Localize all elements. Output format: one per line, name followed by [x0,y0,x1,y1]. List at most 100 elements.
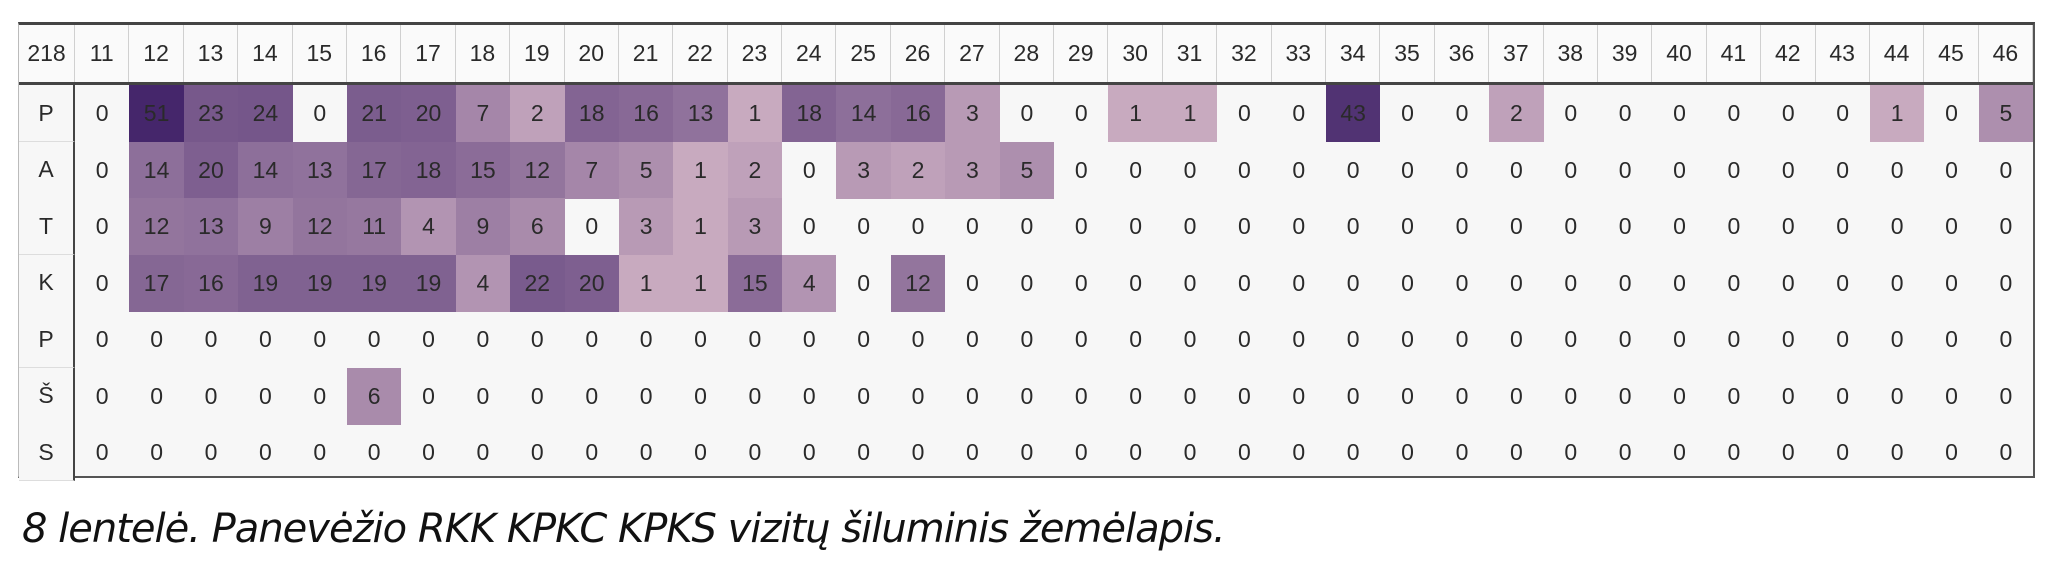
column-header: 13 [183,25,239,82]
heatmap-cell: 0 [1238,213,1251,239]
heatmap-cell: 0 [530,382,544,409]
heatmap-cell: 0 [1074,326,1088,352]
column-header: 33 [1271,25,1326,82]
heatmap-cell: 0 [1618,156,1632,183]
heatmap-cell: 3 [727,198,783,255]
heatmap-cell: 0 [585,213,599,239]
heatmap-cell: 0 [1618,213,1632,239]
heatmap-cell: 0 [1945,100,1958,126]
heatmap-cell: 11 [346,198,402,255]
heatmap-cell: 18 [401,141,456,199]
heatmap-cell: 0 [1020,439,1034,465]
heatmap-cell: 0 [1455,213,1469,239]
column-header: 35 [1380,25,1435,82]
heatmap-cell: 0 [1129,382,1143,409]
column-header: 41 [1706,25,1762,82]
heatmap-cell: 0 [1890,269,1904,296]
heatmap-cell: 0 [1292,269,1306,296]
heatmap-cell: 0 [1455,439,1469,465]
column-header: 20 [564,25,619,82]
heatmap-cell: 13 [292,141,347,199]
heatmap-cell: 0 [1509,269,1523,296]
heatmap-cell: 0 [1727,269,1741,296]
column-header: 24 [782,25,837,82]
heatmap-cell: 0 [150,439,163,465]
heatmap-cell: 2 [890,141,946,199]
heatmap-cell: 0 [1836,382,1850,409]
heatmap-cell: 0 [95,100,109,126]
heatmap-cell: 0 [1020,100,1034,126]
column-header: 12 [129,25,184,82]
heatmap-cell: 0 [911,439,925,465]
column-header: 26 [890,25,946,82]
heatmap-cell: 0 [966,439,979,465]
row-label: K [19,254,75,312]
heatmap-cell: 0 [585,382,599,409]
heatmap-cell: 0 [1564,269,1578,296]
heatmap-cell: 5 [999,141,1055,199]
heatmap-cell: 43 [1325,85,1381,142]
heatmap-cell: 0 [1945,269,1958,296]
heatmap-cell: 0 [1727,326,1741,352]
heatmap-cell: 0 [748,382,762,409]
heatmap-cell: 13 [183,198,239,255]
heatmap-cell: 0 [1618,439,1632,465]
heatmap-cell: 0 [1945,213,1958,239]
heatmap-cell: 12 [510,141,565,199]
heatmap-cell: 51 [129,85,184,142]
heatmap-cell: 14 [238,141,293,199]
column-header: 32 [1217,25,1272,82]
heatmap-cell: 0 [911,382,925,409]
heatmap-cell: 14 [836,85,891,142]
heatmap-cell: 0 [1401,156,1414,183]
column-header: 34 [1325,25,1381,82]
column-header: 16 [346,25,402,82]
heatmap-cell: 0 [1020,269,1034,296]
heatmap-cell: 12 [129,198,184,255]
heatmap-cell: 0 [1945,439,1958,465]
heatmap-row: T 0 12 13 9 12 11 4 9 6 0 3 1 3 0 0 0 0 0 0 0 0 0 0 0 0 0 0 0 0 0 0 0 0 0 0… [19,198,2033,255]
heatmap-cell: 0 [639,326,653,352]
heatmap-cell: 0 [1945,326,1958,352]
heatmap-cell: 0 [204,326,218,352]
column-header: 40 [1652,25,1707,82]
heatmap-cell: 1 [1869,85,1925,142]
heatmap-row: A 0 14 20 14 13 17 18 15 12 7 5 1 2 0 3 2 3 5 0 0 0 0 0 0 0 0 0 0 0 0 0… [19,141,2033,199]
heatmap-cell: 0 [1346,269,1360,296]
heatmap-cell: 0 [585,326,599,352]
heatmap-cell: 1 [727,85,783,142]
heatmap-cell: 0 [694,439,707,465]
heatmap-cell: 13 [673,85,728,142]
column-header: 14 [238,25,293,82]
heatmap-cell: 2 [727,141,783,199]
heatmap-cell: 0 [1618,382,1632,409]
heatmap-cell: 0 [1346,439,1360,465]
heatmap-cell: 20 [564,254,619,312]
heatmap-cell: 19 [292,254,347,312]
heatmap-cell: 12 [890,254,946,312]
heatmap-cell: 19 [401,254,456,312]
heatmap-cell: 5 [1978,85,2034,142]
heatmap-cell: 0 [1238,100,1251,126]
heatmap-cell: 14 [129,141,184,199]
heatmap-cell: 0 [313,439,327,465]
column-header: 45 [1924,25,1979,82]
column-header: 29 [1054,25,1109,82]
heatmap-cell: 0 [802,439,816,465]
column-header: 22 [673,25,728,82]
heatmap-cell: 0 [1945,382,1958,409]
heatmap-cell: 0 [422,382,435,409]
heatmap-cell: 0 [1401,439,1414,465]
heatmap-cell: 0 [1346,156,1360,183]
heatmap-cell: 0 [1455,326,1469,352]
heatmap-cell: 7 [564,141,619,199]
heatmap-cell: 19 [346,254,402,312]
heatmap-cell: 0 [476,382,490,409]
heatmap-cell: 0 [95,326,109,352]
column-header: 46 [1978,25,2034,82]
heatmap-cell: 0 [1238,269,1251,296]
heatmap-cell: 0 [1074,439,1088,465]
heatmap-cell: 0 [1890,382,1904,409]
column-header: 36 [1434,25,1490,82]
